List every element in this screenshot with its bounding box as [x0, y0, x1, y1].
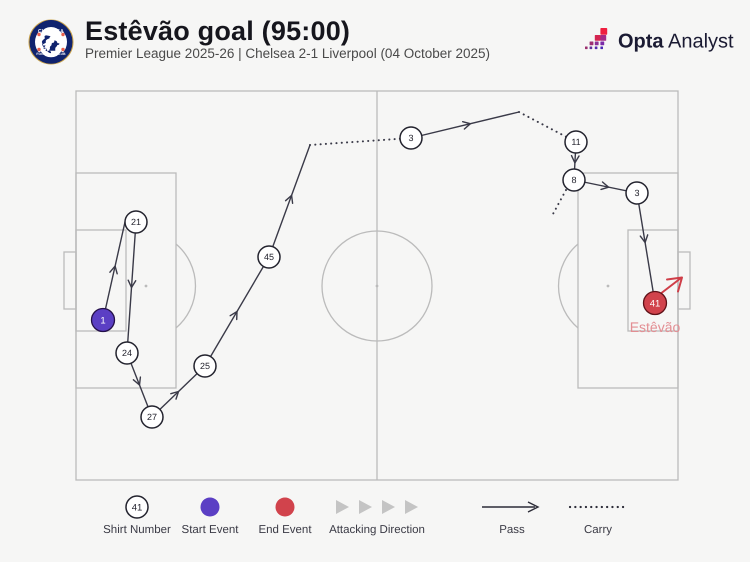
svg-text:Attacking Direction: Attacking Direction: [329, 524, 425, 536]
svg-text:41: 41: [132, 503, 143, 514]
svg-text:Pass: Pass: [499, 524, 525, 536]
svg-text:End Event: End Event: [258, 524, 312, 536]
svg-text:Start Event: Start Event: [182, 524, 240, 536]
svg-text:Carry: Carry: [584, 524, 612, 536]
svg-text:Shirt Number: Shirt Number: [103, 524, 171, 536]
